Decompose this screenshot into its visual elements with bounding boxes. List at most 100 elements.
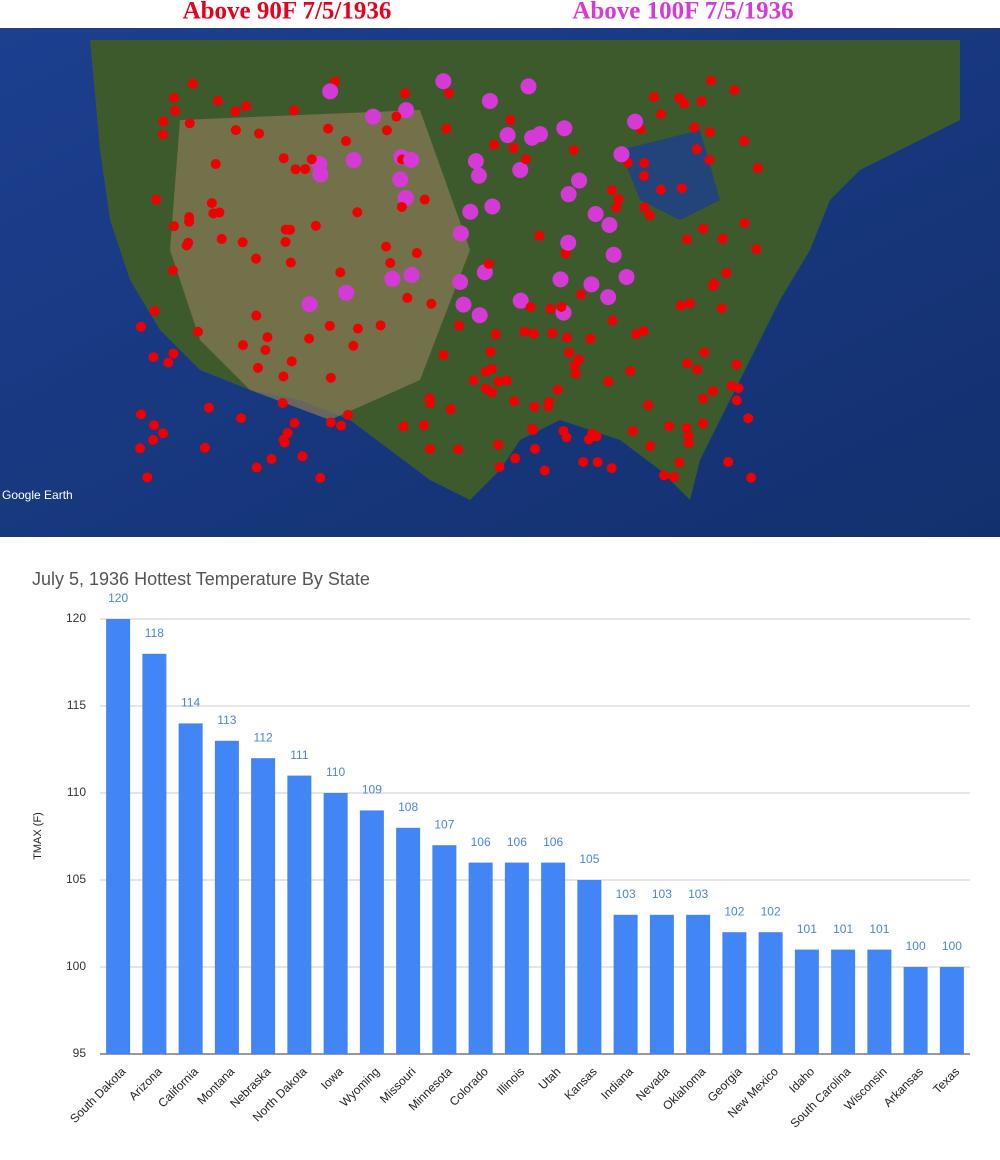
station-marker bbox=[398, 102, 415, 119]
station-marker bbox=[520, 78, 537, 95]
map-header bbox=[0, 0, 1000, 28]
station-marker bbox=[323, 123, 334, 134]
value-label: 106 bbox=[543, 835, 563, 849]
station-marker bbox=[163, 357, 174, 368]
station-marker bbox=[348, 340, 359, 351]
station-marker bbox=[297, 451, 308, 462]
station-marker bbox=[391, 111, 402, 122]
station-marker bbox=[230, 125, 241, 136]
y-tick-label: 95 bbox=[73, 1046, 87, 1060]
station-marker bbox=[568, 145, 579, 156]
station-marker bbox=[692, 364, 703, 375]
station-marker bbox=[638, 170, 649, 181]
station-marker bbox=[425, 443, 436, 454]
station-marker bbox=[278, 434, 289, 445]
station-marker bbox=[717, 233, 728, 244]
station-marker bbox=[681, 423, 692, 434]
station-marker bbox=[403, 151, 420, 168]
station-marker bbox=[262, 332, 273, 343]
station-marker bbox=[613, 193, 624, 204]
station-marker bbox=[501, 375, 512, 386]
station-marker bbox=[519, 326, 530, 337]
station-marker bbox=[216, 233, 227, 244]
station-marker bbox=[664, 421, 675, 432]
station-marker bbox=[241, 101, 252, 112]
value-label: 103 bbox=[652, 887, 672, 901]
station-marker bbox=[585, 333, 596, 344]
station-marker bbox=[452, 225, 469, 242]
station-marker bbox=[402, 292, 413, 303]
station-marker bbox=[716, 303, 727, 314]
station-marker bbox=[534, 230, 545, 241]
station-marker bbox=[467, 153, 484, 170]
chart-title: July 5, 1936 Hottest Temperature By Stat… bbox=[32, 569, 370, 589]
station-marker bbox=[462, 203, 479, 220]
y-tick-label: 105 bbox=[66, 872, 86, 886]
station-marker bbox=[338, 284, 355, 301]
bar bbox=[722, 932, 747, 1054]
station-marker bbox=[135, 321, 146, 332]
value-label: 101 bbox=[833, 922, 853, 936]
station-marker bbox=[638, 325, 649, 336]
bar bbox=[541, 862, 566, 1054]
station-marker bbox=[300, 164, 311, 175]
station-marker bbox=[543, 401, 554, 412]
station-marker bbox=[699, 347, 710, 358]
station-marker bbox=[512, 292, 529, 309]
station-marker bbox=[528, 424, 539, 435]
station-marker bbox=[336, 420, 347, 431]
station-marker bbox=[674, 92, 685, 103]
station-marker bbox=[704, 127, 715, 138]
station-marker bbox=[289, 418, 300, 429]
station-marker bbox=[558, 425, 569, 436]
station-marker bbox=[169, 92, 180, 103]
value-label: 103 bbox=[688, 887, 708, 901]
value-label: 109 bbox=[362, 783, 382, 797]
station-marker bbox=[569, 360, 580, 371]
y-axis-label: TMAX (F) bbox=[32, 812, 44, 860]
station-marker bbox=[655, 184, 666, 195]
station-marker bbox=[280, 224, 291, 235]
station-marker bbox=[675, 300, 686, 311]
station-marker bbox=[403, 266, 420, 283]
station-marker bbox=[707, 385, 718, 396]
station-marker bbox=[157, 129, 168, 140]
station-marker bbox=[682, 358, 693, 369]
station-marker bbox=[375, 320, 386, 331]
value-label: 101 bbox=[797, 922, 817, 936]
station-marker bbox=[490, 329, 501, 340]
station-marker bbox=[278, 371, 289, 382]
bar bbox=[396, 827, 421, 1054]
station-marker bbox=[260, 344, 271, 355]
station-marker bbox=[656, 109, 667, 120]
station-marker bbox=[587, 206, 604, 223]
station-marker bbox=[352, 207, 363, 218]
station-marker bbox=[142, 472, 153, 483]
station-marker bbox=[455, 296, 472, 313]
station-marker bbox=[335, 267, 346, 278]
station-marker bbox=[398, 421, 409, 432]
station-marker bbox=[684, 298, 695, 309]
value-label: 108 bbox=[398, 800, 418, 814]
station-marker bbox=[560, 186, 577, 203]
bar bbox=[613, 914, 638, 1054]
station-marker bbox=[683, 438, 694, 449]
station-marker bbox=[441, 123, 452, 134]
station-marker bbox=[485, 346, 496, 357]
station-marker bbox=[484, 198, 501, 215]
station-marker bbox=[324, 320, 335, 331]
map-title: Above 100F 7/5/1936 bbox=[572, 0, 793, 25]
station-marker bbox=[135, 409, 146, 420]
station-marker bbox=[187, 78, 198, 89]
station-marker bbox=[545, 303, 556, 314]
station-marker bbox=[552, 384, 563, 395]
station-marker bbox=[325, 372, 336, 383]
station-marker bbox=[325, 417, 336, 428]
station-marker bbox=[708, 278, 719, 289]
station-marker bbox=[508, 143, 519, 154]
station-marker bbox=[483, 258, 494, 269]
station-marker bbox=[266, 453, 277, 464]
bar bbox=[142, 653, 167, 1054]
station-marker bbox=[643, 400, 654, 411]
